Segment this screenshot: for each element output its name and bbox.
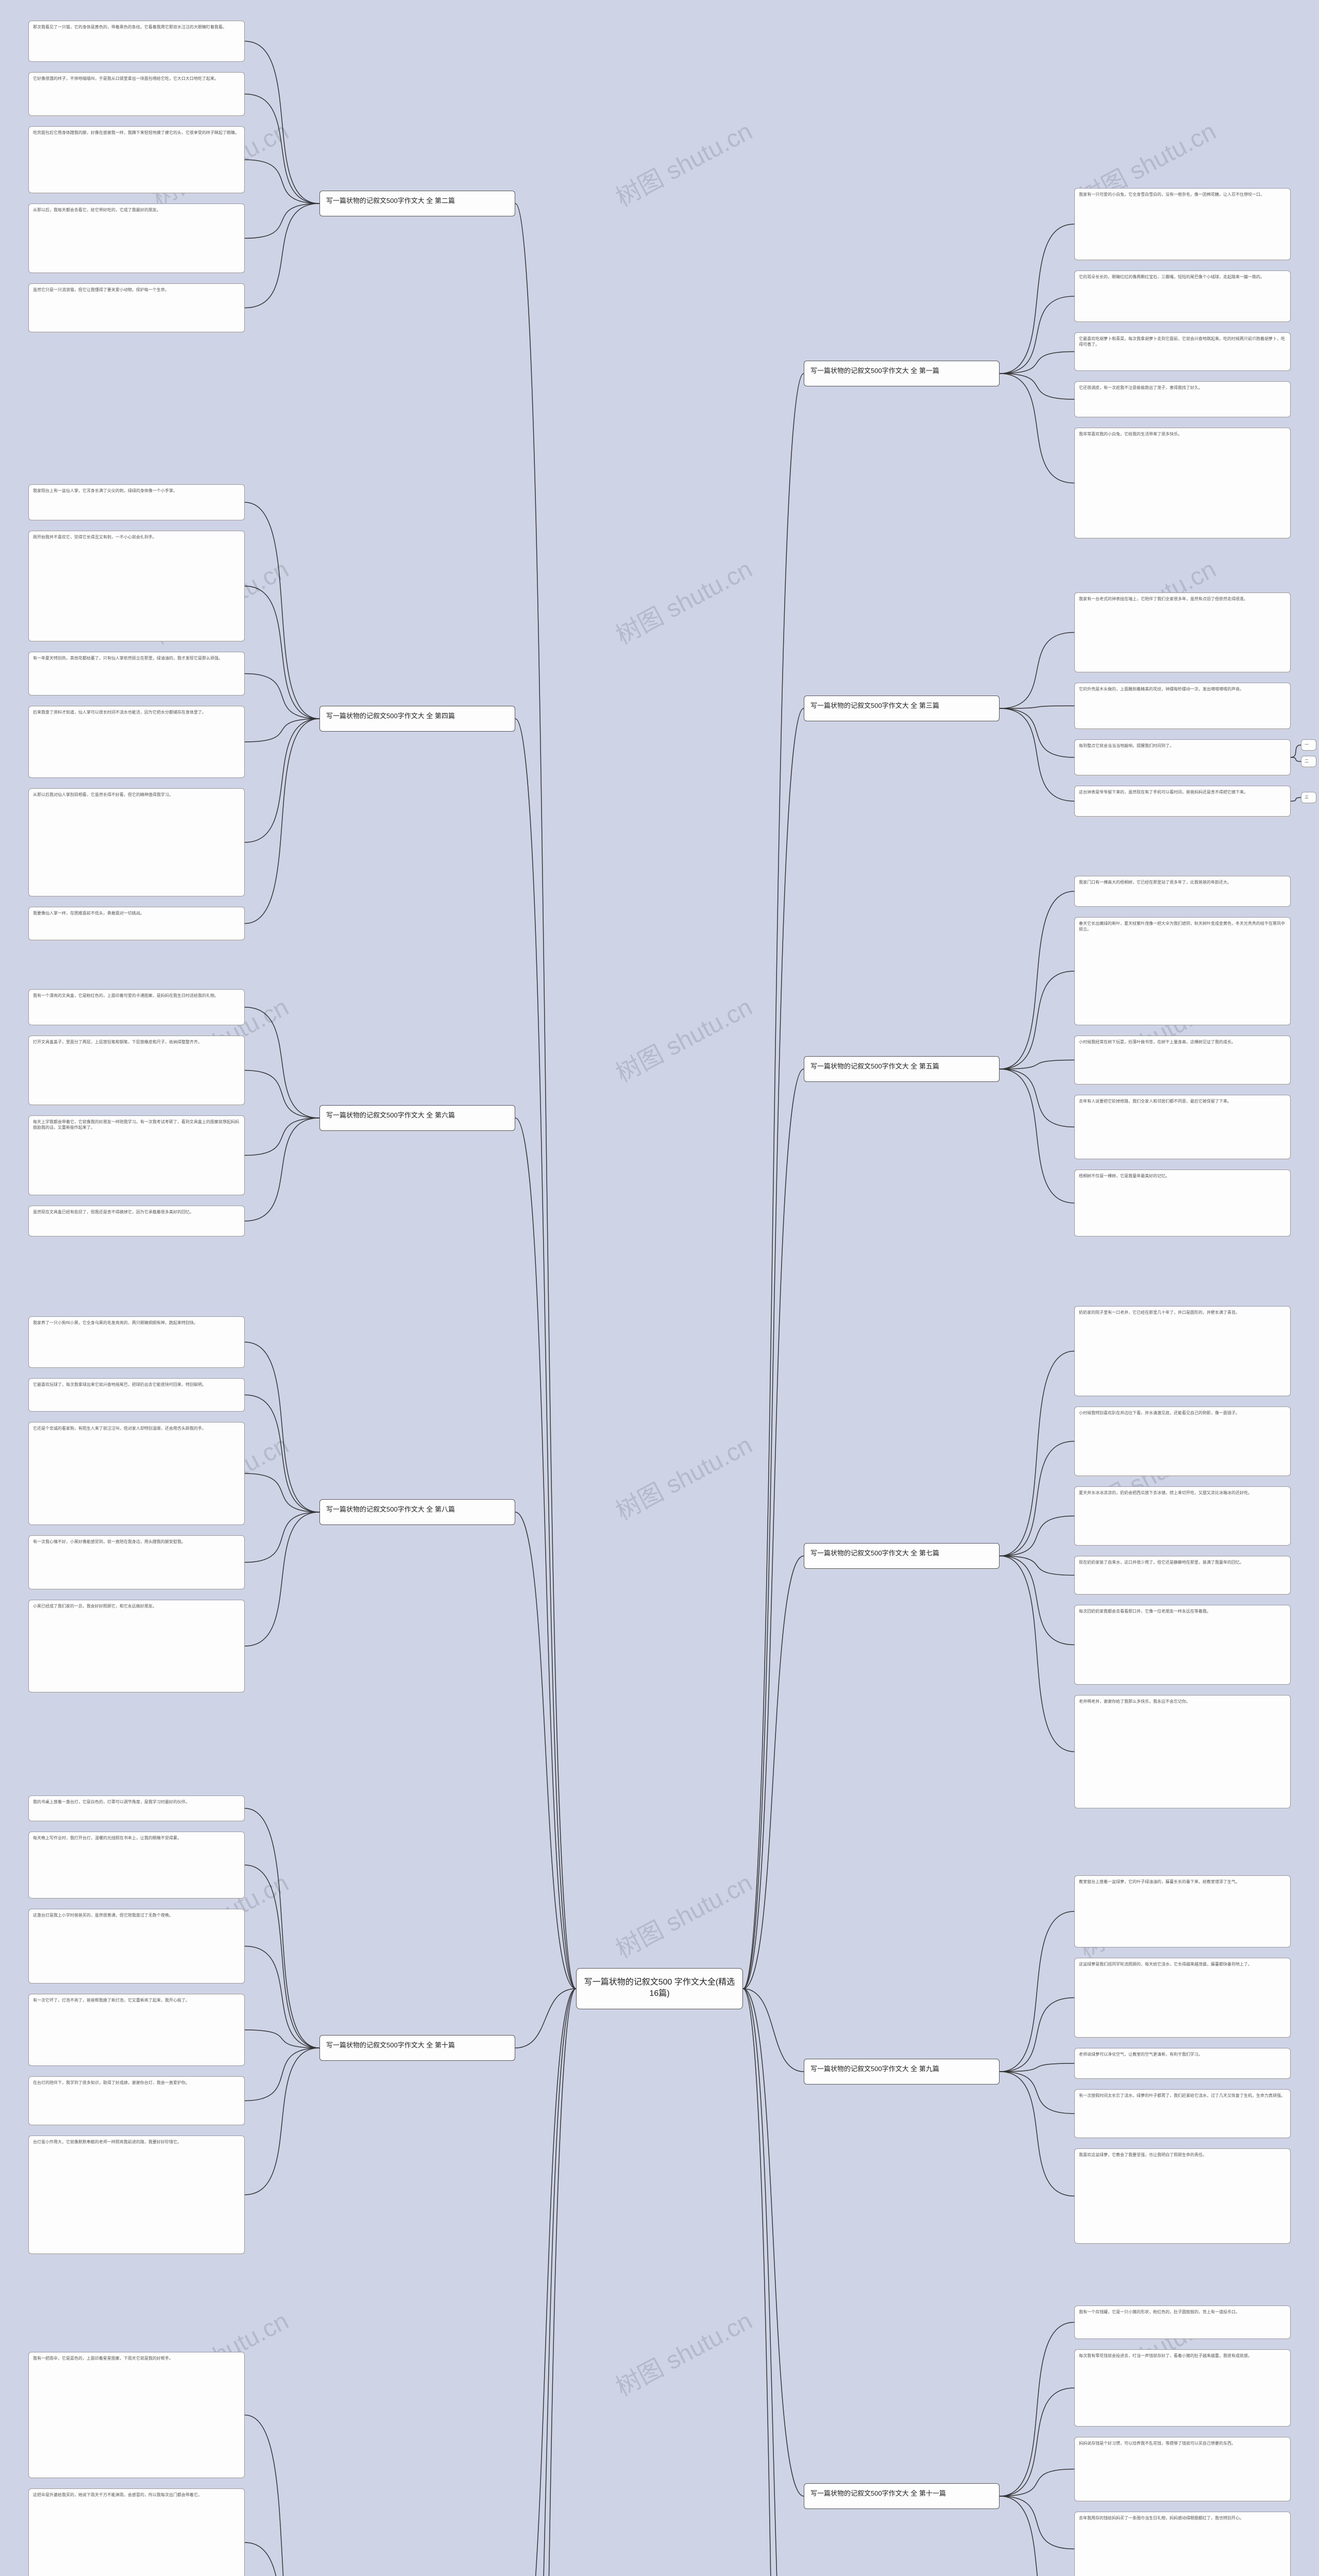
- leaf-node: 老师说绿萝可以净化空气，让教室的空气更清新，有利于我们学习。: [1074, 2048, 1291, 2079]
- leaf-node: 那次我看见了一只猫，它的身体是黄色的，带着黑色的条纹。它看着我用它那双水汪汪的大…: [28, 21, 245, 62]
- branch-node: 写一篇状物的记叙文500字作文大 全 第四篇: [319, 706, 515, 732]
- leaf-node: 每次我有零花钱就会投进去，叮当一声钱就存好了，看着小猪的肚子越来越重，我很有成就…: [1074, 2349, 1291, 2427]
- branch-node: 写一篇状物的记叙文500字作文大 全 第十篇: [319, 2035, 515, 2061]
- leaf-node: 春天它长出嫩绿的新叶，夏天枝繁叶茂像一把大伞为我们遮阴，秋天树叶变成金黄色，冬天…: [1074, 917, 1291, 1025]
- branch-node: 写一篇状物的记叙文500字作文大 全 第一篇: [804, 361, 1000, 386]
- leaf-node: 每天上学我都会带着它，它就像我的好朋友一样陪我学习。有一次我考试考砸了，看到文具…: [28, 1115, 245, 1195]
- leaf-node: 这盆绿萝是我们班同学轮流照顾的，每天给它浇水，它长得越来越茂盛，藤蔓都快垂到地上…: [1074, 1958, 1291, 2038]
- leaf-node: 它最喜欢吃胡萝卜和青菜，每次我拿胡萝卜走到它面前，它就会兴奋地跳起来。吃的时候两…: [1074, 332, 1291, 371]
- leaf-node: 在台灯的陪伴下，我学到了很多知识，取得了好成绩，谢谢你台灯，我会一直爱护你。: [28, 2076, 245, 2125]
- leaf-node: 虽然它只是一只流浪猫，但它让我懂得了要关爱小动物，保护每一个生命。: [28, 283, 245, 332]
- leaf-node: 我有一个漂亮的文具盒，它是粉红色的，上面印着可爱的卡通图案，是妈妈在我生日时送给…: [28, 989, 245, 1025]
- leaf-node: 奶奶家的院子里有一口老井，它已经在那里几十年了，井口是圆形的，井壁长满了青苔。: [1074, 1306, 1291, 1396]
- watermark: 树图 shutu.cn: [608, 1863, 758, 1965]
- watermark: 树图 shutu.cn: [608, 111, 758, 213]
- branch-node: 写一篇状物的记叙文500字作文大 全 第十一篇: [804, 2483, 1000, 2509]
- leaf-node: 它还很调皮，有一次趁我不注意偷偷跑出了笼子，害得我找了好久。: [1074, 381, 1291, 417]
- leaf-node: 它还是个忠诚的看家狗，有陌生人来了就汪汪叫，但对家人却特别温顺，还会用舌头舔我的…: [28, 1422, 245, 1525]
- leaf-node: 从那以后，我每天都会去看它，给它带好吃的，它成了我最好的朋友。: [28, 204, 245, 273]
- center-node: 写一篇状物的记叙文500 字作文大全(精选16篇): [576, 1968, 743, 2009]
- leaf-node: 去年我用存的钱给妈妈买了一条围巾当生日礼物，妈妈感动得眼圈都红了，我也特别开心。: [1074, 2512, 1291, 2576]
- leaf-node: 我家养了一只小狗叫小黑，它全身乌黑的毛发亮亮的，两只眼睛炯炯有神，跑起来特别快。: [28, 1316, 245, 1368]
- branch-node: 写一篇状物的记叙文500字作文大 全 第七篇: [804, 1543, 1000, 1569]
- subleaf-node: 二: [1301, 756, 1316, 767]
- subleaf-node: 三: [1301, 792, 1316, 803]
- leaf-node: 吃完面包后它用身体蹭我的腿，好像在感谢我一样，我蹲下来轻轻地摸了摸它的头，它很享…: [28, 126, 245, 193]
- leaf-node: 我家门口有一棵高大的梧桐树，它已经在那里站了很多年了，比我爸爸的年龄还大。: [1074, 876, 1291, 907]
- leaf-node: 它好像很饿的样子，不停地喵喵叫，于是我从口袋里拿出一块面包喂给它吃，它大口大口地…: [28, 72, 245, 116]
- leaf-node: 这盏台灯是我上小学时爸爸买的，虽然很普通，但它陪我度过了无数个夜晚。: [28, 1909, 245, 1984]
- leaf-node: 我非常喜欢我的小白兔，它给我的生活带来了很多快乐。: [1074, 428, 1291, 538]
- leaf-node: 我的书桌上放着一盏台灯，它是白色的，灯罩可以调节角度，是我学习时最好的伙伴。: [28, 1795, 245, 1821]
- leaf-node: 小时候我特别喜欢趴在井边往下看，井水清澈见底，还能看见自己的倒影，像一面镜子。: [1074, 1406, 1291, 1476]
- leaf-node: 刚开始我并不喜欢它，觉得它长得丑又有刺，一不小心就会扎到手。: [28, 531, 245, 641]
- branch-node: 写一篇状物的记叙文500字作文大 全 第二篇: [319, 191, 515, 216]
- leaf-node: 夏天井水冰冰凉凉的，奶奶会把西瓜放下去冰镇，捞上来切开吃，又甜又凉比冰箱冰的还好…: [1074, 1486, 1291, 1546]
- leaf-node: 从那以后我对仙人掌刮目相看，它虽然长得不好看，但它的精神值得我学习。: [28, 788, 245, 896]
- leaf-node: 后来我查了资料才知道，仙人掌可以很长时间不浇水也能活，因为它把水分都储存在身体里…: [28, 706, 245, 778]
- leaf-node: 我有一把雨伞，它是蓝色的，上面印着星星图案，下雨天它就是我的好帮手。: [28, 2352, 245, 2478]
- leaf-node: 这台钟表是爷爷留下来的，虽然现在有了手机可以看时间，爸爸妈妈还是舍不得把它摘下来…: [1074, 786, 1291, 817]
- leaf-node: 有一次我心情不好，小黑好像能感觉到，就一直陪在我身边，用头蹭我的腿安慰我。: [28, 1535, 245, 1589]
- leaf-node: 我要像仙人掌一样，在困难面前不低头，勇敢面对一切挑战。: [28, 907, 245, 940]
- leaf-node: 有一次它坏了，灯泡不亮了，爸爸帮我换了新灯泡，它又重新亮了起来，我开心极了。: [28, 1994, 245, 2066]
- subleaf-node: 一: [1301, 739, 1316, 751]
- leaf-node: 老井啊老井，谢谢你给了我那么多快乐，我永远不会忘记你。: [1074, 1695, 1291, 1808]
- leaf-node: 它最喜欢玩球了，每次我拿球出来它就兴奋地摇尾巴，把球扔出去它能很快叼回来，特别聪…: [28, 1378, 245, 1412]
- leaf-node: 每到整点它就会当当当地敲响，提醒我们时间到了。: [1074, 739, 1291, 775]
- leaf-node: 教室窗台上放着一盆绿萝，它的叶子绿油油的，藤蔓长长的垂下来，给教室增添了生气。: [1074, 1875, 1291, 1947]
- branch-node: 写一篇状物的记叙文500字作文大 全 第六篇: [319, 1105, 515, 1131]
- watermark: 树图 shutu.cn: [608, 2301, 758, 2403]
- leaf-node: 有一次放假时间太长忘了浇水，绿萝的叶子都蔫了，我们赶紧给它浇水，过了几天又恢复了…: [1074, 2089, 1291, 2138]
- leaf-node: 我有一个存钱罐，它是一只小猪的形状，粉红色的，肚子圆鼓鼓的，背上有一道投币口。: [1074, 2306, 1291, 2339]
- branch-node: 写一篇状物的记叙文500字作文大 全 第八篇: [319, 1499, 515, 1525]
- leaf-node: 我喜欢这盆绿萝，它教会了我要坚强，也让我明白了照顾生命的责任。: [1074, 2148, 1291, 2244]
- branch-node: 写一篇状物的记叙文500字作文大 全 第三篇: [804, 696, 1000, 721]
- leaf-node: 有一年夏天特别热，其他花都枯萎了，只有仙人掌依然挺立在那里，绿油油的，我才发现它…: [28, 652, 245, 696]
- leaf-node: 打开文具盒盖子，里面分了两层，上层放铅笔和钢笔，下层放橡皮和尺子，收纳得整整齐齐…: [28, 1036, 245, 1105]
- branch-node: 写一篇状物的记叙文500字作文大 全 第五篇: [804, 1056, 1000, 1082]
- leaf-node: 小时候我经常在树下玩耍，捡落叶做书签，在树干上量身高，这棵树见证了我的成长。: [1074, 1036, 1291, 1084]
- mindmap-canvas: 树图 shutu.cn 树图 shutu.cn 树图 shutu.cn 树图 shut…: [0, 0, 1319, 2576]
- leaf-node: 我家有一只可爱的小白兔，它全身雪白雪白的，没有一根杂毛，像一团棉花糖，让人忍不住…: [1074, 188, 1291, 260]
- watermark: 树图 shutu.cn: [608, 1425, 758, 1527]
- branch-node: 写一篇状物的记叙文500字作文大 全 第九篇: [804, 2059, 1000, 2084]
- leaf-node: 这把伞是外婆给我买的，她说下雨天千万不能淋雨，会感冒的，所以我每次出门都会带着它…: [28, 2488, 245, 2576]
- leaf-node: 妈妈说存钱是个好习惯，可以培养我不乱花钱，等攒够了钱就可以买自己想要的东西。: [1074, 2437, 1291, 2501]
- leaf-node: 每天晚上写作业时，我打开台灯，温暖的光线照在书本上，让我的眼睛不觉得累。: [28, 1832, 245, 1899]
- leaf-node: 现在奶奶家装了自来水，这口井很少用了，但它还是静静地在那里，装满了我童年的回忆。: [1074, 1556, 1291, 1595]
- watermark: 树图 shutu.cn: [608, 987, 758, 1089]
- leaf-node: 它的耳朵长长的，眼睛红红的像两颗红宝石，三瓣嘴，短短的尾巴像个小绒球，走起路来一…: [1074, 270, 1291, 322]
- leaf-node: 梧桐树不仅是一棵树，它是我童年最美好的记忆。: [1074, 1170, 1291, 1236]
- watermark: 树图 shutu.cn: [608, 549, 758, 651]
- leaf-node: 我家阳台上有一盆仙人掌，它浑身长满了尖尖的刺，绿绿的身体像一个小手掌。: [28, 484, 245, 520]
- leaf-node: 台灯虽小作用大，它就像默默奉献的老师一样照亮我前进的路，我要好好珍惜它。: [28, 2136, 245, 2254]
- leaf-node: 每次回奶奶家我都会去看看那口井，它像一位老朋友一样永远在等着我。: [1074, 1605, 1291, 1685]
- leaf-node: 我家有一台老式的钟表挂在墙上，它陪伴了我们全家很多年，虽然有点旧了但依然走得很准…: [1074, 592, 1291, 672]
- leaf-node: 它的外壳是木头做的，上面雕刻着精美的花纹，钟摆每秒摆动一次，发出嘀嗒嘀嗒的声音。: [1074, 683, 1291, 729]
- leaf-node: 小黑已经成了我们家的一员，我会好好照顾它，和它永远做好朋友。: [28, 1600, 245, 1692]
- leaf-node: 去年有人说要把它砍掉修路，我们全家人和邻居们都不同意，最后它被保留了下来。: [1074, 1095, 1291, 1159]
- leaf-node: 虽然现在文具盒已经有些旧了，但我还是舍不得换掉它，因为它承载着很多美好的回忆。: [28, 1206, 245, 1236]
